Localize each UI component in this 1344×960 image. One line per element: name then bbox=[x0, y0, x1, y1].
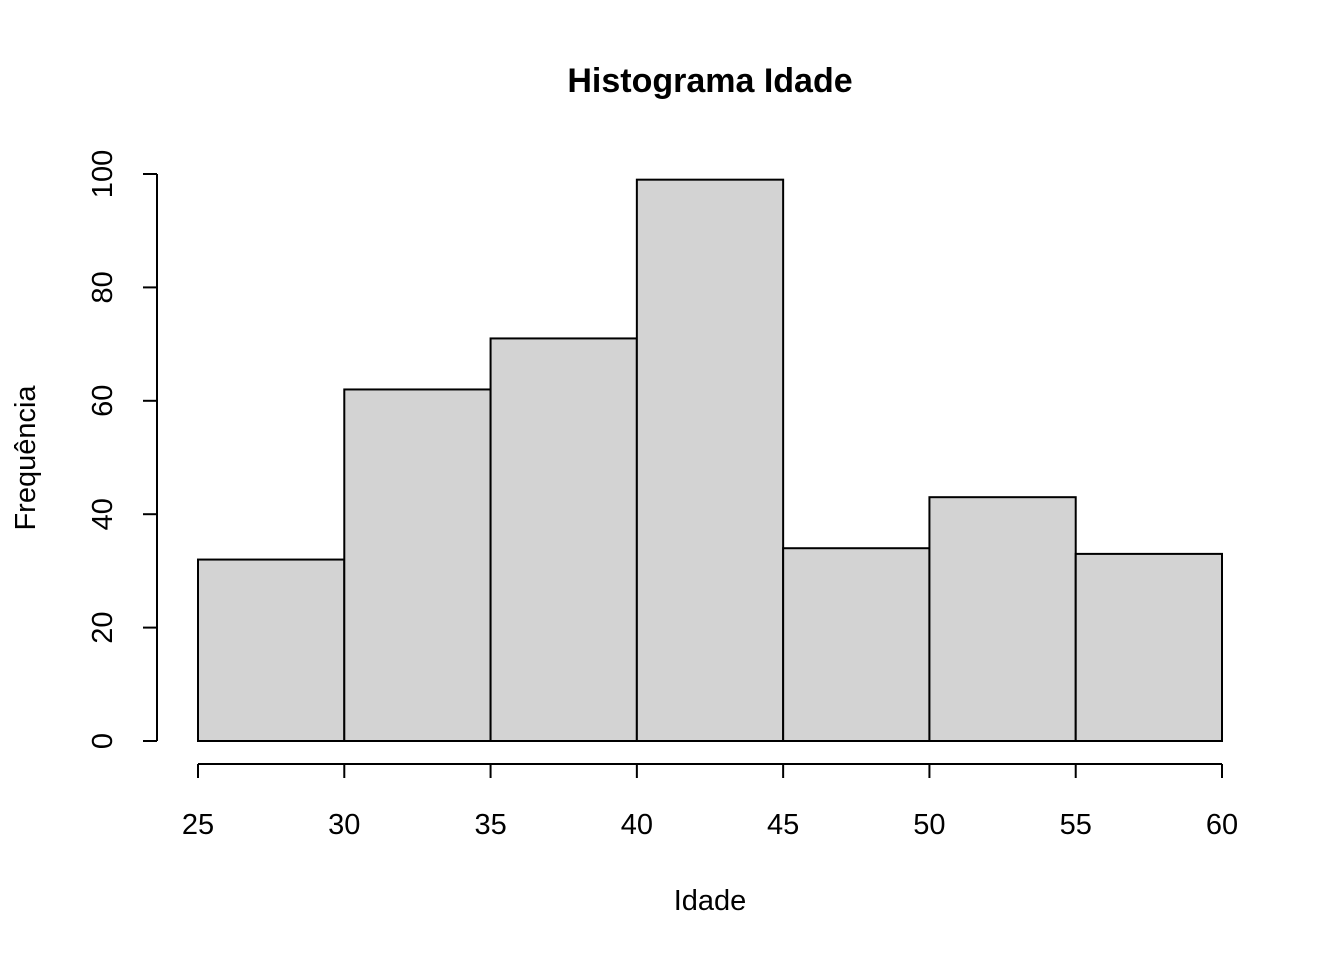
y-tick-label: 60 bbox=[87, 385, 119, 417]
y-tick-label: 20 bbox=[87, 611, 119, 643]
y-axis: 0 20 40 60 80 100 bbox=[87, 150, 158, 749]
x-tick-label: 25 bbox=[182, 809, 214, 841]
chart-title: Histograma Idade bbox=[567, 62, 852, 100]
bars-group bbox=[197, 178, 1223, 743]
histogram-bar bbox=[197, 558, 346, 742]
x-tick-label: 50 bbox=[913, 809, 945, 841]
x-tick-label: 40 bbox=[621, 809, 653, 841]
histogram-bar bbox=[343, 388, 492, 742]
histogram-bar bbox=[782, 547, 931, 742]
x-axis-label: Idade bbox=[674, 885, 747, 917]
x-tick-label: 55 bbox=[1060, 809, 1092, 841]
histogram-bar bbox=[1074, 552, 1223, 743]
y-tick-label: 80 bbox=[87, 271, 119, 303]
y-axis-label: Frequência bbox=[10, 385, 42, 531]
y-tick-label: 100 bbox=[87, 150, 119, 198]
histogram-bar bbox=[928, 496, 1077, 742]
y-tick-label: 40 bbox=[87, 498, 119, 530]
x-tick-label: 60 bbox=[1206, 809, 1238, 841]
histogram-bar bbox=[635, 178, 785, 743]
x-tick-label: 45 bbox=[767, 809, 799, 841]
x-tick-label: 35 bbox=[474, 809, 506, 841]
x-axis: 25 30 35 40 45 50 55 60 bbox=[182, 763, 1238, 841]
histogram-bar bbox=[489, 337, 638, 742]
y-tick-label: 0 bbox=[87, 733, 119, 749]
x-tick-label: 30 bbox=[328, 809, 360, 841]
